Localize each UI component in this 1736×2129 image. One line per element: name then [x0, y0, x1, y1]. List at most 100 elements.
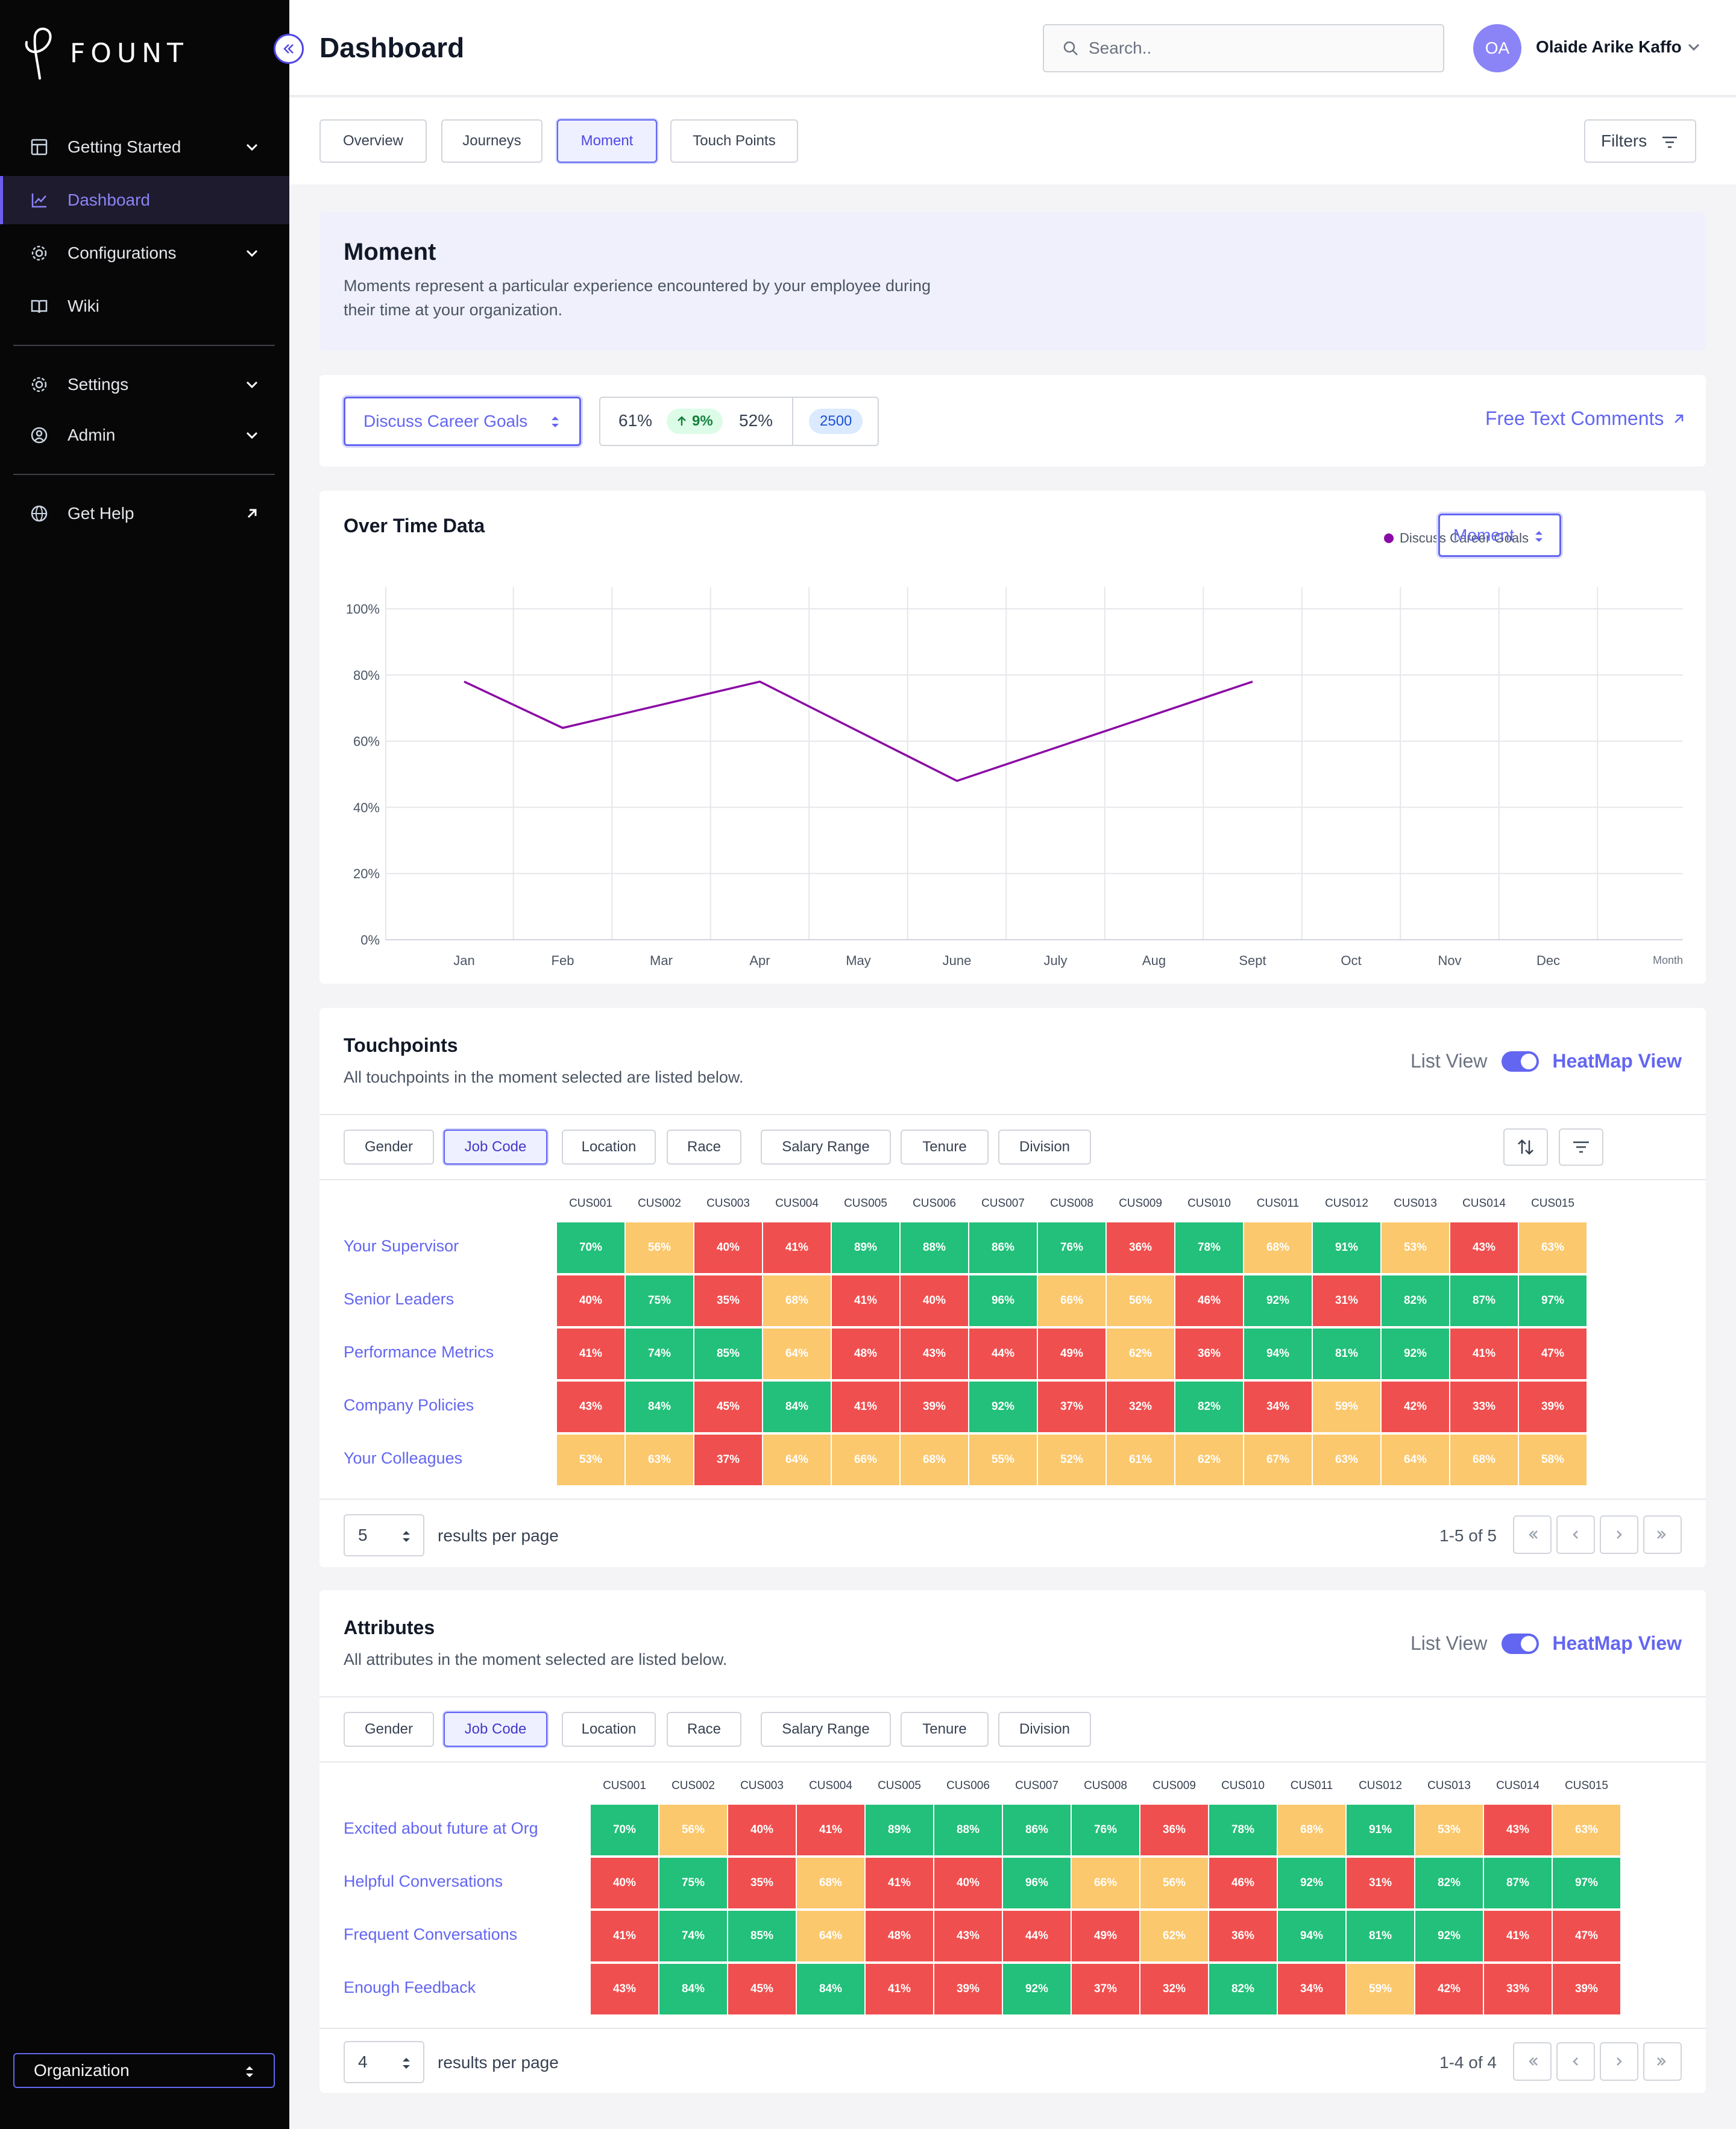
heatmap-cell[interactable]: 85% — [728, 1911, 796, 1961]
heatmap-cell[interactable]: 41% — [1484, 1911, 1552, 1961]
heatmap-cell[interactable]: 31% — [1347, 1858, 1414, 1908]
per-page-select[interactable]: 4 — [344, 2041, 424, 2083]
filter-chip-tenure[interactable]: Tenure — [901, 1130, 989, 1165]
heatmap-cell[interactable]: 36% — [1209, 1911, 1277, 1961]
heatmap-cell[interactable]: 66% — [832, 1435, 899, 1485]
heatmap-cell[interactable]: 86% — [969, 1222, 1037, 1273]
heatmap-cell[interactable]: 70% — [591, 1805, 658, 1855]
heatmap-cell[interactable]: 37% — [1072, 1964, 1139, 2014]
heatmap-cell[interactable]: 96% — [1003, 1858, 1071, 1908]
view-toggle[interactable]: List View HeatMap View — [1410, 1632, 1682, 1655]
heatmap-cell[interactable]: 40% — [591, 1858, 658, 1908]
heatmap-cell[interactable]: 41% — [591, 1911, 658, 1961]
heatmap-cell[interactable]: 39% — [1553, 1964, 1620, 2014]
tab-overview[interactable]: Overview — [319, 119, 427, 163]
filters-button[interactable]: Filters — [1584, 119, 1696, 163]
heatmap-cell[interactable]: 55% — [969, 1435, 1037, 1485]
heatmap-cell[interactable]: 32% — [1140, 1964, 1208, 2014]
heatmap-cell[interactable]: 68% — [763, 1275, 831, 1326]
last-page-button[interactable] — [1643, 2042, 1682, 2081]
user-name[interactable]: Olaide Arike Kaffo — [1536, 37, 1682, 56]
heatmap-cell[interactable]: 33% — [1450, 1382, 1518, 1432]
heatmap-cell[interactable]: 49% — [1072, 1911, 1139, 1961]
heatmap-cell[interactable]: 61% — [1107, 1435, 1174, 1485]
heatmap-cell[interactable]: 74% — [626, 1329, 693, 1379]
heatmap-cell[interactable]: 81% — [1347, 1911, 1414, 1961]
heatmap-cell[interactable]: 92% — [1382, 1329, 1449, 1379]
row-label[interactable]: Performance Metrics — [344, 1343, 494, 1361]
collapse-sidebar-button[interactable] — [274, 34, 304, 64]
heatmap-cell[interactable]: 96% — [969, 1275, 1037, 1326]
tab-journeys[interactable]: Journeys — [441, 119, 542, 163]
heatmap-cell[interactable]: 75% — [626, 1275, 693, 1326]
heatmap-cell[interactable]: 36% — [1107, 1222, 1174, 1273]
row-label[interactable]: Senior Leaders — [344, 1290, 454, 1308]
heatmap-cell[interactable]: 68% — [797, 1858, 864, 1908]
heatmap-cell[interactable]: 47% — [1519, 1329, 1587, 1379]
row-label[interactable]: Company Policies — [344, 1396, 474, 1414]
list-view-label[interactable]: List View — [1410, 1632, 1488, 1654]
view-switch[interactable] — [1502, 1051, 1539, 1072]
prev-page-button[interactable] — [1556, 2042, 1595, 2081]
heatmap-cell[interactable]: 37% — [1038, 1382, 1105, 1432]
list-view-label[interactable]: List View — [1410, 1050, 1488, 1072]
heatmap-cell[interactable]: 37% — [694, 1435, 762, 1485]
heatmap-cell[interactable]: 41% — [797, 1805, 864, 1855]
heatmap-cell[interactable]: 92% — [1415, 1911, 1483, 1961]
chart-metric-select[interactable]: Moment — [1438, 514, 1561, 557]
heatmap-cell[interactable]: 97% — [1519, 1275, 1587, 1326]
view-toggle[interactable]: List View HeatMap View — [1410, 1050, 1682, 1072]
heatmap-view-label[interactable]: HeatMap View — [1552, 1632, 1682, 1654]
row-label[interactable]: Frequent Conversations — [344, 1925, 518, 1943]
heatmap-cell[interactable]: 43% — [557, 1382, 624, 1432]
filter-chip-gender[interactable]: Gender — [344, 1712, 434, 1747]
filter-chip-salary-range[interactable]: Salary Range — [761, 1712, 891, 1747]
heatmap-cell[interactable]: 48% — [832, 1329, 899, 1379]
tab-touch-points[interactable]: Touch Points — [670, 119, 798, 163]
heatmap-cell[interactable]: 94% — [1244, 1329, 1312, 1379]
next-page-button[interactable] — [1600, 2042, 1638, 2081]
chevron-down-icon[interactable] — [1685, 39, 1702, 55]
heatmap-cell[interactable]: 63% — [1313, 1435, 1380, 1485]
heatmap-cell[interactable]: 74% — [659, 1911, 727, 1961]
heatmap-cell[interactable]: 34% — [1244, 1382, 1312, 1432]
heatmap-cell[interactable]: 85% — [694, 1329, 762, 1379]
heatmap-cell[interactable]: 40% — [728, 1805, 796, 1855]
heatmap-cell[interactable]: 68% — [1278, 1805, 1345, 1855]
moment-select[interactable]: Discuss Career Goals — [344, 397, 581, 446]
heatmap-cell[interactable]: 92% — [1244, 1275, 1312, 1326]
heatmap-cell[interactable]: 48% — [866, 1911, 933, 1961]
heatmap-cell[interactable]: 66% — [1038, 1275, 1105, 1326]
heatmap-cell[interactable]: 32% — [1107, 1382, 1174, 1432]
heatmap-cell[interactable]: 41% — [866, 1858, 933, 1908]
heatmap-cell[interactable]: 56% — [626, 1222, 693, 1273]
heatmap-cell[interactable]: 63% — [626, 1435, 693, 1485]
search-box[interactable] — [1043, 24, 1444, 72]
heatmap-cell[interactable]: 64% — [763, 1435, 831, 1485]
heatmap-cell[interactable]: 42% — [1382, 1382, 1449, 1432]
heatmap-cell[interactable]: 52% — [1038, 1435, 1105, 1485]
heatmap-cell[interactable]: 82% — [1382, 1275, 1449, 1326]
heatmap-cell[interactable]: 44% — [969, 1329, 1037, 1379]
heatmap-cell[interactable]: 76% — [1038, 1222, 1105, 1273]
filter-button[interactable] — [1559, 1128, 1603, 1166]
next-page-button[interactable] — [1600, 1515, 1638, 1554]
heatmap-cell[interactable]: 59% — [1313, 1382, 1380, 1432]
heatmap-cell[interactable]: 46% — [1209, 1858, 1277, 1908]
last-page-button[interactable] — [1643, 1515, 1682, 1554]
heatmap-cell[interactable]: 45% — [728, 1964, 796, 2014]
heatmap-cell[interactable]: 39% — [901, 1382, 968, 1432]
heatmap-cell[interactable]: 40% — [694, 1222, 762, 1273]
filter-chip-race[interactable]: Race — [667, 1712, 741, 1747]
heatmap-cell[interactable]: 59% — [1347, 1964, 1414, 2014]
filter-chip-division[interactable]: Division — [998, 1712, 1091, 1747]
heatmap-cell[interactable]: 56% — [1107, 1275, 1174, 1326]
heatmap-cell[interactable]: 40% — [557, 1275, 624, 1326]
heatmap-cell[interactable]: 88% — [901, 1222, 968, 1273]
first-page-button[interactable] — [1513, 2042, 1552, 2081]
heatmap-cell[interactable]: 82% — [1209, 1964, 1277, 2014]
heatmap-cell[interactable]: 40% — [901, 1275, 968, 1326]
filter-chip-job-code[interactable]: Job Code — [444, 1130, 547, 1165]
heatmap-cell[interactable]: 84% — [763, 1382, 831, 1432]
heatmap-cell[interactable]: 66% — [1072, 1858, 1139, 1908]
